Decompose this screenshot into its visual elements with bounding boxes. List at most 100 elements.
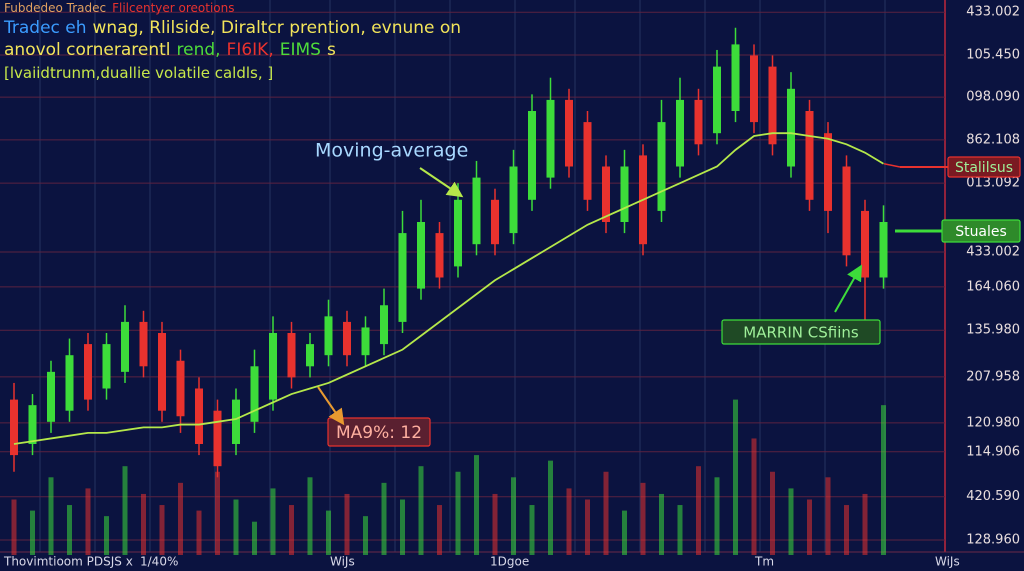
moving-average-line xyxy=(13,132,884,445)
annotation-text: Stalilsus xyxy=(955,160,1013,176)
candle-body xyxy=(195,388,203,444)
volume-bar xyxy=(714,477,720,555)
volume-bar xyxy=(844,505,849,555)
candle-body xyxy=(602,166,610,222)
volume-bar xyxy=(215,471,220,555)
y-tick-label: 420.590 xyxy=(966,489,1020,504)
candle-body xyxy=(232,399,240,444)
y-tick-label: 120.980 xyxy=(966,415,1020,430)
volume-bar xyxy=(178,482,183,555)
y-tick-label: 013.092 xyxy=(966,176,1020,191)
candle-body xyxy=(509,166,518,234)
volume-bar xyxy=(696,466,701,555)
volume-bar xyxy=(233,499,239,555)
ma-label: Moving-average xyxy=(315,140,468,162)
title-span: Fubdedeo Tradec xyxy=(4,1,106,15)
candle-body xyxy=(583,122,592,200)
title-span: [lvaiidtrunm,duallie volatile caldls, ] xyxy=(4,64,273,82)
volume-bar xyxy=(400,499,405,555)
volume-bar xyxy=(788,488,794,555)
volume-bar xyxy=(30,510,35,555)
y-tick-label: 207.958 xyxy=(966,369,1020,384)
annotation-box xyxy=(327,417,431,447)
volume-bar xyxy=(159,505,165,555)
volume-bar xyxy=(141,493,146,555)
candle-body xyxy=(121,321,129,372)
candle-body xyxy=(694,99,703,145)
candle-body xyxy=(861,210,869,278)
candle-body xyxy=(65,355,74,411)
volume-bar xyxy=(881,405,886,555)
ma-extension xyxy=(883,162,901,168)
annotation-box xyxy=(721,319,881,345)
candle-body xyxy=(158,333,166,411)
volume-bar xyxy=(585,499,590,555)
y-tick-label: 433.002 xyxy=(966,244,1020,259)
candle-body xyxy=(287,333,296,378)
candle-body xyxy=(324,316,333,356)
x-tick-label: Tm xyxy=(754,555,774,569)
candle-body xyxy=(491,199,499,245)
y-tick-label: 128.960 xyxy=(966,533,1020,548)
y-tick-label: 098.090 xyxy=(966,90,1020,105)
y-tick-label: 114.906 xyxy=(966,444,1020,459)
candle-body xyxy=(731,44,740,111)
ma-arrow xyxy=(419,167,464,198)
y-tick-label: 433.002 xyxy=(966,5,1020,20)
volume-bar xyxy=(529,505,535,555)
volume-bar xyxy=(770,471,775,555)
title-span: wnag, Rlilside, Diraltcr prention, evnun… xyxy=(93,18,462,38)
volume-bar xyxy=(492,493,498,555)
title-span: FI6IK, xyxy=(227,40,274,60)
ma-note-arrow xyxy=(317,386,345,426)
candle-body xyxy=(398,233,407,322)
candle-body xyxy=(657,122,666,211)
candle-body xyxy=(454,199,462,267)
candle-body xyxy=(306,344,314,367)
candle-body xyxy=(139,321,148,367)
title-span: Flilcentyer oreotions xyxy=(112,1,234,15)
x-tick-label: 1/40% xyxy=(140,555,178,569)
volume-bar xyxy=(733,399,738,555)
volume-bar xyxy=(603,471,609,555)
volume-bar xyxy=(862,493,868,555)
volume-bar xyxy=(307,477,313,555)
volume-bar xyxy=(825,477,831,555)
candle-body xyxy=(546,99,555,178)
volume-bar xyxy=(622,510,627,555)
volume-bar xyxy=(455,471,461,555)
volume-bar xyxy=(437,505,442,555)
volume-bar xyxy=(363,516,368,555)
volume-bar xyxy=(807,499,812,555)
candle-body xyxy=(47,371,55,422)
candle-body xyxy=(213,410,222,467)
candle-body xyxy=(472,177,481,245)
volume-bar xyxy=(677,505,683,555)
candle-body xyxy=(620,166,629,222)
volume-bar xyxy=(67,505,72,555)
candle-body xyxy=(250,366,259,422)
candle-body xyxy=(805,111,814,200)
candle-body xyxy=(361,327,370,356)
candle-body xyxy=(787,88,795,167)
candle-body xyxy=(269,333,277,400)
title-line: [lvaiidtrunm,duallie volatile caldls, ] xyxy=(4,64,273,82)
candle-body xyxy=(102,344,111,389)
volume-bar xyxy=(326,510,331,555)
title-line: anovol cornerarentl rend, FI6IK, EIMS s xyxy=(4,40,336,60)
candle-body xyxy=(676,99,684,167)
y-tick-label: 135.980 xyxy=(966,323,1020,338)
candle-body xyxy=(176,360,185,417)
x-tick-label: WiJs xyxy=(935,555,960,569)
candle-body xyxy=(879,222,888,278)
volume-bar xyxy=(751,438,757,555)
y-tick-label: 105.450 xyxy=(966,47,1020,62)
annotation-text: Stuales xyxy=(955,224,1007,240)
title-span: Tradec eh xyxy=(3,18,87,38)
volume-bar xyxy=(344,493,350,555)
volume-bar xyxy=(289,505,294,555)
volume-bar xyxy=(104,516,109,555)
title-span: anovol cornerarentl xyxy=(4,40,171,60)
